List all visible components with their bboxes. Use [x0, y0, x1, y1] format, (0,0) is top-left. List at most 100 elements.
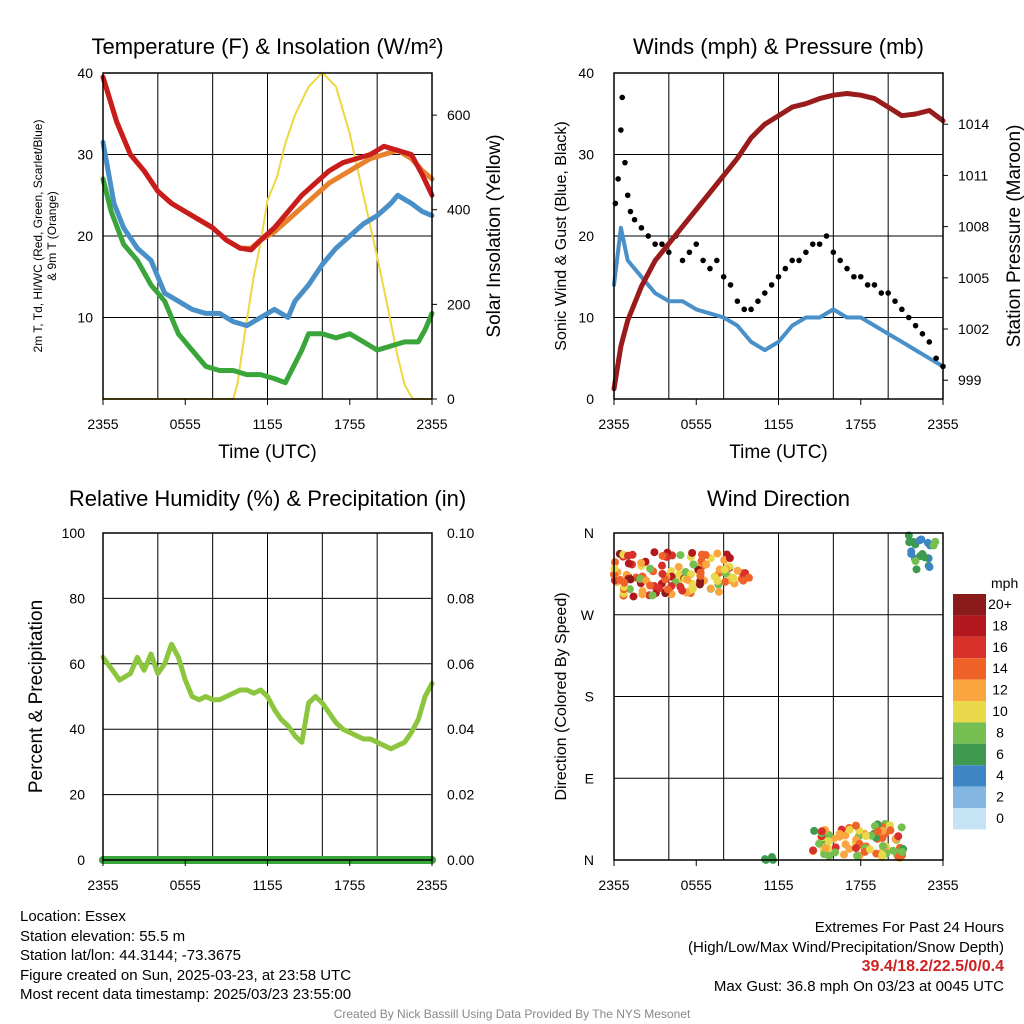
legend-swatch — [953, 743, 986, 766]
legend-swatch — [953, 615, 986, 637]
legend-label: 14 — [992, 660, 1008, 676]
y-tick-label-right: 0 — [447, 391, 455, 407]
y-tick-label-right: 0.00 — [447, 852, 474, 868]
y-tick-label-right: 1008 — [958, 219, 989, 235]
legend-swatch — [953, 765, 986, 787]
direction-point — [873, 827, 882, 836]
direction-point — [676, 582, 685, 591]
direction-point — [733, 566, 742, 575]
direction-point — [851, 844, 860, 853]
y-tick-label-right: 400 — [447, 202, 471, 218]
gust-point — [659, 241, 665, 247]
x-tick-label: 2355 — [416, 877, 447, 893]
gust-point — [899, 306, 905, 313]
direction-point — [835, 832, 844, 841]
y-tick-label: S — [585, 689, 594, 705]
legend-swatch — [953, 786, 986, 808]
legend-swatch — [953, 594, 986, 616]
gust-point — [720, 273, 727, 280]
legend-label: 6 — [996, 746, 1004, 762]
direction-point — [839, 850, 848, 859]
gust-point — [775, 273, 782, 280]
direction-point — [739, 576, 748, 585]
direction-point — [637, 558, 646, 567]
gust-point — [686, 249, 693, 256]
y-tick-label-left: 40 — [77, 65, 93, 81]
gust-point — [796, 257, 802, 264]
temperature-series-line — [100, 139, 435, 329]
y-tick-label-right: 1014 — [958, 116, 989, 132]
extremes-values: 39.4/18.2/22.5/0/0.4 — [861, 958, 1004, 975]
legend-swatch — [953, 679, 986, 701]
gust-point — [748, 306, 754, 313]
direction-point — [702, 560, 711, 569]
x-tick-label: 1155 — [252, 416, 282, 432]
y-tick-label-left: 60 — [69, 656, 85, 672]
direction-point — [658, 569, 667, 578]
temperature-series-line — [100, 176, 435, 386]
gust-point — [666, 249, 672, 256]
y-tick-label-left: 0 — [586, 391, 594, 407]
x-tick-label: 2355 — [927, 416, 958, 432]
legend-label: 18 — [992, 617, 1008, 633]
direction-point — [626, 575, 635, 584]
humidity-panel: Relative Humidity (%) & Precipitation (i… — [26, 486, 474, 893]
direction-point — [907, 547, 916, 556]
direction-point — [720, 565, 729, 574]
x-axis-label: Time (UTC) — [729, 442, 828, 463]
direction-point — [886, 826, 895, 835]
temperature-series-line — [100, 74, 435, 253]
gust-point — [645, 233, 652, 239]
direction-point — [853, 851, 862, 860]
extremes-subtitle: (High/Low/Max Wind/Precipitation/Snow De… — [688, 938, 1004, 956]
y-tick-label-right: 0.08 — [447, 590, 474, 606]
y-tick-label: E — [585, 770, 594, 786]
x-tick-label: 2355 — [927, 877, 958, 893]
legend-label: 4 — [996, 767, 1004, 783]
direction-point — [845, 825, 854, 834]
gust-point — [878, 290, 885, 296]
direction-point — [865, 845, 874, 854]
y-axis-label-right: Solar Insolation (Yellow) — [484, 134, 505, 337]
x-tick-label: 2355 — [416, 416, 447, 432]
temperature-series-line — [102, 71, 433, 400]
direction-point — [713, 549, 722, 558]
extremes-title: Extremes For Past 24 Hours — [814, 919, 1004, 936]
gust-point — [741, 306, 748, 313]
direction-point — [725, 554, 734, 563]
direction-point — [925, 563, 934, 572]
legend-label: 0 — [996, 810, 1004, 826]
direction-point — [911, 557, 920, 566]
direction-point — [897, 823, 906, 832]
y-tick-label-right: 600 — [447, 107, 471, 123]
x-tick-label: 2355 — [598, 877, 629, 893]
gust-point — [622, 159, 628, 166]
legend-label: 20+ — [988, 596, 1012, 612]
direction-point — [676, 551, 685, 560]
direction-point — [831, 848, 840, 857]
gust-point — [755, 298, 761, 305]
direction-point — [915, 536, 924, 545]
gust-point — [837, 257, 843, 264]
gust-point — [700, 257, 706, 264]
direction-point — [688, 584, 697, 593]
y-tick-label-right: 200 — [447, 296, 471, 312]
x-tick-label: 0555 — [170, 877, 201, 893]
y-axis-label-left: Sonic Wind & Gust (Blue, Black) — [553, 121, 570, 350]
extremes-info: Extremes For Past 24 Hours (High/Low/Max… — [688, 918, 1004, 996]
gust-point — [830, 249, 837, 256]
gust-point — [627, 208, 634, 215]
direction-point — [821, 843, 830, 852]
gust-point — [789, 257, 796, 264]
x-axis-label: Time (UTC) — [218, 442, 317, 463]
y-tick-label-right: 1011 — [958, 167, 988, 183]
gust-point — [734, 298, 741, 305]
x-tick-label: 0555 — [681, 877, 712, 893]
gust-point — [714, 257, 720, 264]
legend-label: 16 — [992, 639, 1008, 655]
y-axis-label-left: & 9m T (Orange) — [45, 191, 59, 281]
gust-point — [638, 225, 645, 231]
y-tick-label-right: 1005 — [958, 270, 989, 286]
y-tick-label-left: 20 — [69, 787, 85, 803]
